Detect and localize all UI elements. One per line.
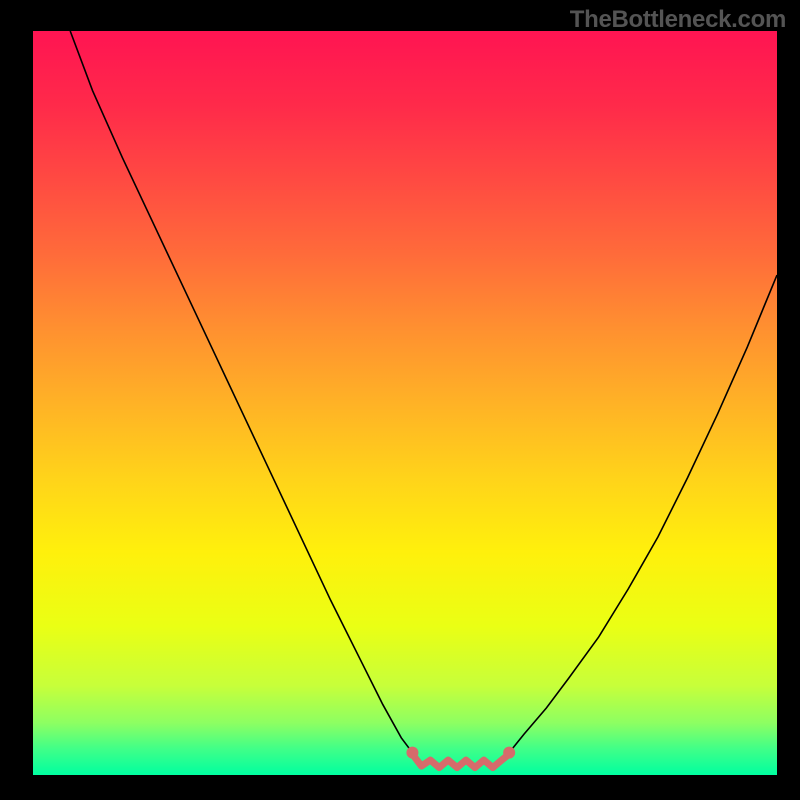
watermark-text: TheBottleneck.com — [570, 6, 786, 34]
plot-background — [33, 31, 777, 775]
figure-root: TheBottleneck.com — [0, 0, 800, 800]
optimal-range-left-dot — [406, 747, 418, 759]
plot-area — [33, 31, 777, 775]
optimal-range-right-dot — [503, 747, 515, 759]
